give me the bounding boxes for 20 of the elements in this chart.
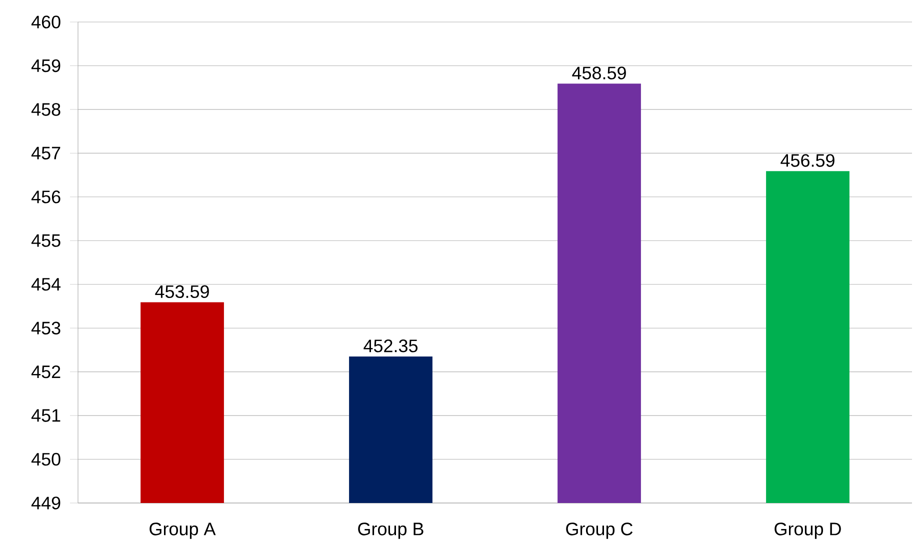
y-tick-label: 450 [31,452,60,466]
y-tick-label: 452 [31,365,60,378]
y-tick-label: 456 [31,190,60,204]
data-label: 452.35 [364,340,418,352]
x-tick-label: Group B [358,522,424,539]
data-label: 456.59 [780,154,834,167]
y-tick-label: 457 [31,146,60,160]
y-tick-label: 458 [31,103,60,116]
y-tick-label: 453 [31,322,60,334]
y-tick-label: 455 [31,234,60,247]
x-tick-label: Group A [150,522,216,539]
y-tick-label: 454 [31,278,61,291]
data-label: 458.59 [572,66,626,80]
y-tick-label: 449 [31,496,60,510]
data-label: 453.59 [155,285,209,298]
y-tick-label: 460 [31,16,60,28]
y-tick-label: 459 [31,59,60,72]
x-tick-label: Group D [774,522,841,539]
x-tick-label: Group C [566,522,633,539]
y-tick-label: 451 [31,409,60,422]
